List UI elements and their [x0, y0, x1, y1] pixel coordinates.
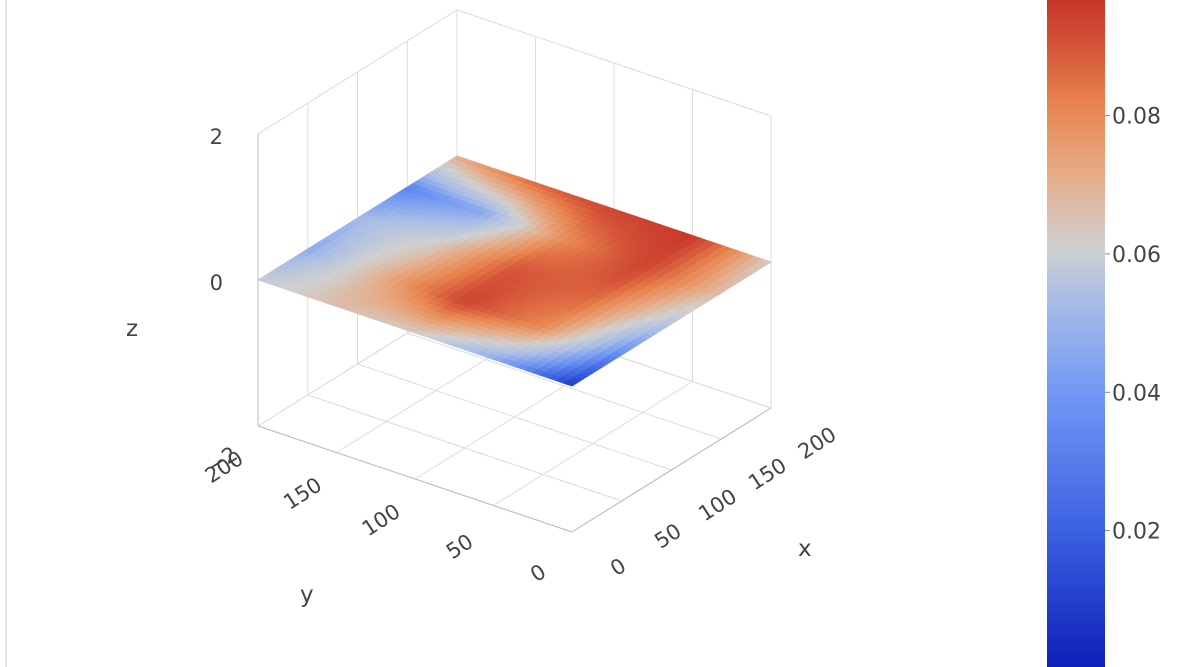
x-tick-label-1: 50 — [650, 519, 685, 554]
xwall-gridline-z-2 — [456, 9, 772, 117]
ywall-gridline-z-2 — [257, 9, 458, 135]
z-tick-label-1: 0 — [210, 271, 223, 295]
x-tick-label-3: 150 — [744, 453, 791, 495]
y-axis-line — [257, 425, 573, 533]
surface-cell — [563, 379, 578, 387]
x-axis-line — [571, 407, 772, 533]
y-tick-label-3: 150 — [279, 473, 326, 515]
z-tick-label-2: 2 — [210, 125, 223, 149]
z-axis-title: z — [126, 316, 138, 342]
x-tick-label-0: 0 — [606, 553, 630, 580]
x-axis-title: x — [798, 536, 812, 562]
colorbar-tick-label-1: 0.04 — [1112, 381, 1161, 406]
colorbar-tick-label-2: 0.06 — [1112, 243, 1161, 268]
y-tick-label-0: 0 — [526, 559, 550, 586]
colorbar-tick-label-0: 0.02 — [1112, 520, 1161, 545]
x-tick-label-4: 200 — [794, 422, 841, 464]
colorbar-tick-label-3: 0.08 — [1112, 105, 1161, 130]
y-tick-label-1: 50 — [442, 529, 477, 564]
y-tick-label-2: 100 — [358, 499, 405, 541]
surface-mesh[interactable] — [257, 155, 772, 387]
x-tick-label-2: 100 — [694, 484, 741, 526]
colorbar: 0.02 0.04 0.06 0.08 — [1047, 0, 1161, 667]
colorbar-gradient — [1047, 0, 1105, 667]
floor-gridline-y-1 — [493, 381, 693, 506]
colorbar-ticks: 0.02 0.04 0.06 0.08 — [1105, 105, 1161, 545]
y-axis-title: y — [300, 582, 314, 608]
